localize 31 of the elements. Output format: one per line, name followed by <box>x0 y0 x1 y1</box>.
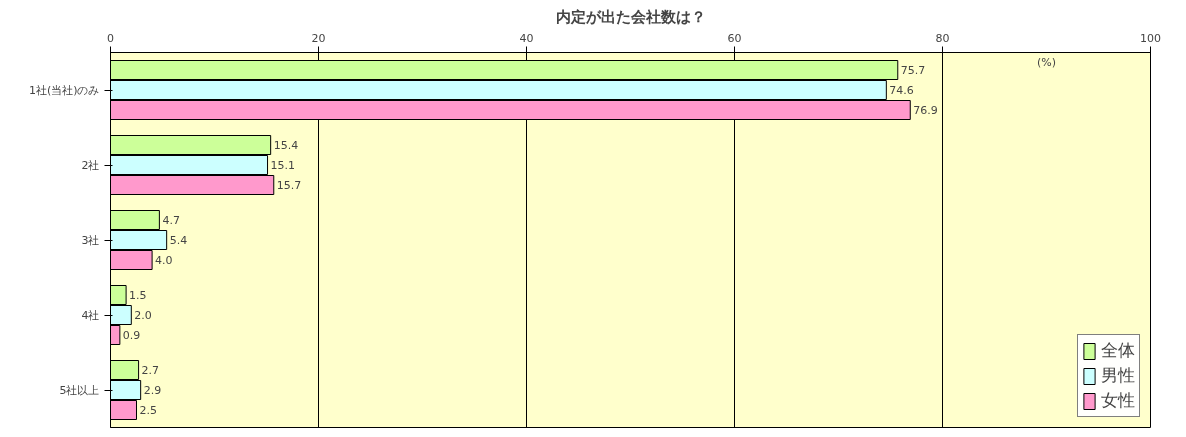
x-tick-label: 0 <box>107 31 114 45</box>
data-label: 2.7 <box>141 364 160 377</box>
data-label: 1.5 <box>129 289 147 302</box>
data-label: 4.7 <box>162 214 180 227</box>
data-label: 75.7 <box>900 64 926 77</box>
legend-label: 男性 <box>1101 364 1135 387</box>
data-label: 0.9 <box>122 329 141 342</box>
y-tick-label: 5社以上 <box>59 383 100 397</box>
data-label: 15.7 <box>276 179 302 192</box>
x-tick-label: 40 <box>519 31 534 45</box>
legend-label: 全体 <box>1101 339 1135 362</box>
y-tick-label: 3社 <box>81 233 100 247</box>
data-label: 2.9 <box>143 384 162 397</box>
data-label: 5.4 <box>169 234 188 247</box>
data-label: 74.6 <box>889 84 914 97</box>
data-label: 2.0 <box>134 309 152 322</box>
annotation: (%) <box>1036 55 1057 69</box>
x-tick-label: 80 <box>935 31 950 45</box>
data-label: 4.0 <box>155 254 173 267</box>
data-label: 15.1 <box>270 159 296 172</box>
chart-title: 内定が出た会社数は？ <box>555 7 706 26</box>
data-label: 2.5 <box>139 404 157 417</box>
x-tick-label: 100 <box>1140 31 1161 45</box>
y-tick-label: 1社(当社)のみ <box>28 83 100 97</box>
y-tick-label: 4社 <box>81 308 100 322</box>
data-label: 15.4 <box>273 139 299 152</box>
data-label: 76.9 <box>913 104 938 117</box>
legend-label: 女性 <box>1101 389 1135 412</box>
x-tick-label: 60 <box>727 31 742 45</box>
x-tick-label: 20 <box>311 31 326 45</box>
y-tick-label: 2社 <box>81 158 100 172</box>
